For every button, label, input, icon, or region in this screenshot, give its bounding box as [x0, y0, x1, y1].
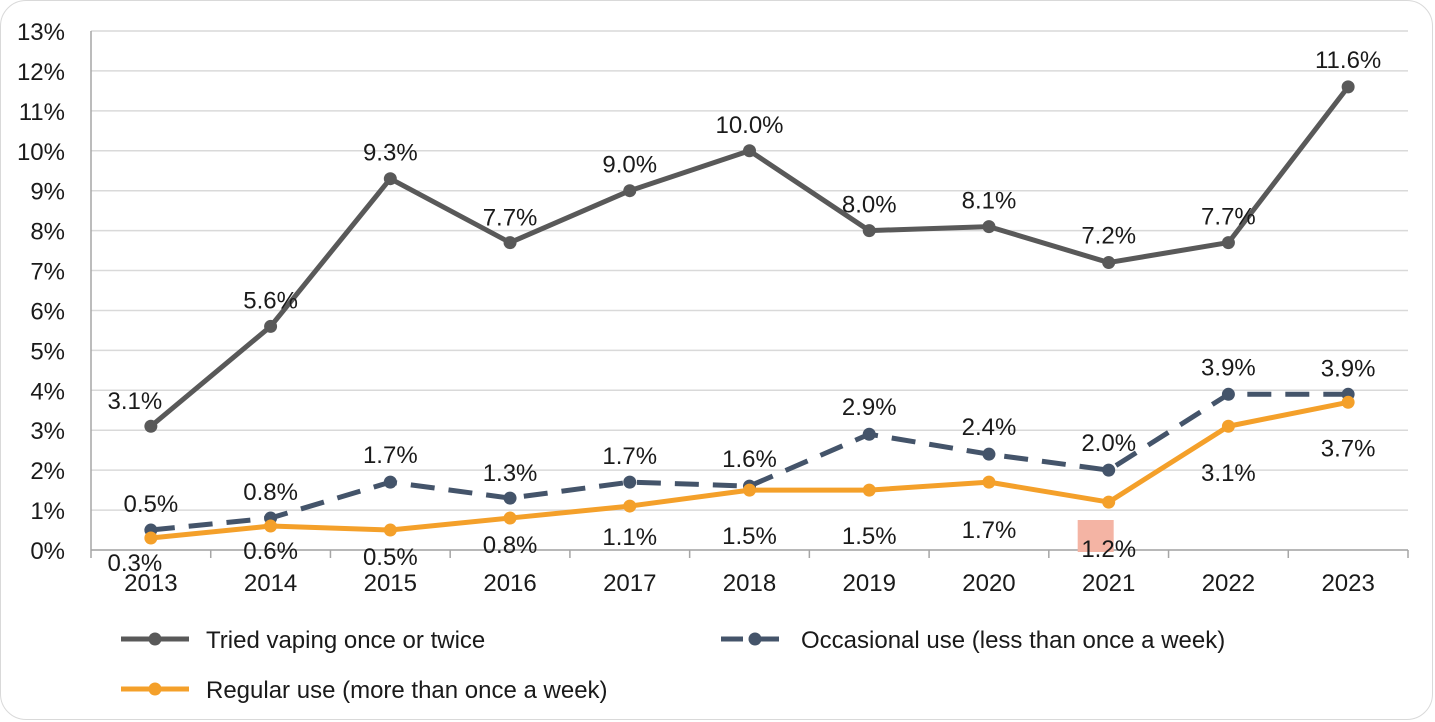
y-tick-label: 3% — [30, 418, 65, 445]
x-tick-label: 2021 — [1082, 570, 1135, 597]
x-tick-label: 2013 — [124, 570, 177, 597]
data-point-2 — [1221, 387, 1235, 401]
data-label-1: 7.7% — [1201, 204, 1256, 231]
data-label-2: 3.9% — [1201, 354, 1256, 381]
data-point-3 — [862, 483, 876, 497]
data-label-1: 9.0% — [602, 152, 657, 179]
data-label-3: 1.5% — [842, 523, 897, 550]
data-point-1 — [623, 184, 637, 198]
data-point-3 — [503, 511, 517, 525]
y-tick-label: 4% — [30, 378, 65, 405]
x-tick-label: 2023 — [1321, 570, 1374, 597]
data-point-2 — [1102, 463, 1116, 477]
data-label-2: 1.3% — [483, 460, 538, 487]
data-point-1 — [383, 172, 397, 186]
x-tick-label: 2020 — [962, 570, 1015, 597]
y-tick-label: 7% — [30, 259, 65, 286]
legend-swatch-marker — [148, 632, 162, 646]
data-point-3 — [144, 531, 158, 545]
y-tick-label: 2% — [30, 458, 65, 485]
data-label-2: 0.5% — [124, 491, 179, 518]
data-label-1: 8.1% — [962, 188, 1017, 215]
data-label-2: 2.9% — [842, 394, 897, 421]
data-label-3: 1.1% — [602, 524, 657, 551]
legend-swatch-marker — [148, 682, 162, 696]
data-point-1 — [743, 144, 756, 158]
data-point-3 — [383, 523, 397, 537]
data-label-2: 0.8% — [243, 479, 298, 506]
data-label-2: 1.7% — [363, 442, 418, 469]
y-tick-label: 6% — [30, 298, 65, 325]
x-tick-label: 2017 — [603, 570, 656, 597]
data-point-3 — [1341, 395, 1355, 409]
data-label-1: 5.6% — [243, 287, 298, 314]
data-label-3: 0.6% — [243, 538, 298, 565]
y-tick-label: 5% — [30, 338, 65, 365]
data-point-1 — [1341, 80, 1355, 94]
data-label-3: 0.3% — [108, 550, 163, 577]
data-label-1: 7.2% — [1081, 223, 1136, 250]
x-tick-label: 2019 — [843, 570, 896, 597]
data-label-2: 3.9% — [1321, 355, 1376, 382]
data-label-3: 0.8% — [483, 532, 538, 559]
data-label-3: 1.5% — [722, 523, 777, 550]
y-tick-label: 0% — [30, 538, 65, 565]
legend-swatch-marker — [748, 632, 762, 646]
y-tick-label: 9% — [30, 179, 65, 206]
data-point-3 — [1221, 419, 1235, 433]
data-label-1: 11.6% — [1315, 47, 1381, 74]
data-label-1: 8.0% — [842, 192, 897, 219]
y-tick-label: 8% — [30, 219, 65, 246]
label-highlight — [1077, 520, 1114, 552]
data-point-3 — [623, 499, 637, 513]
x-tick-label: 2018 — [723, 570, 776, 597]
x-tick-label: 2015 — [364, 570, 417, 597]
data-point-1 — [1102, 256, 1116, 270]
data-point-3 — [1102, 495, 1116, 509]
x-tick-label: 2014 — [244, 570, 297, 597]
data-point-3 — [264, 519, 278, 533]
data-label-3: 3.7% — [1321, 435, 1376, 462]
legend-label: Regular use (more than once a week) — [206, 677, 608, 704]
data-label-2: 1.7% — [602, 443, 657, 470]
y-tick-label: 10% — [17, 139, 65, 166]
data-label-3: 1.2% — [1081, 536, 1136, 563]
data-point-1 — [982, 220, 996, 234]
data-point-2 — [862, 427, 876, 441]
data-label-2: 2.0% — [1081, 430, 1136, 457]
data-point-2 — [383, 475, 397, 489]
data-point-3 — [743, 483, 756, 497]
data-point-2 — [982, 447, 996, 461]
data-label-3: 1.7% — [962, 517, 1017, 544]
data-label-3: 3.1% — [1201, 460, 1256, 487]
data-label-2: 1.6% — [722, 446, 777, 473]
data-point-1 — [1221, 236, 1235, 250]
data-label-2: 2.4% — [962, 414, 1017, 441]
data-point-1 — [503, 236, 517, 250]
x-tick-label: 2022 — [1202, 570, 1255, 597]
y-tick-label: 11% — [19, 99, 65, 126]
data-label-3: 0.5% — [363, 544, 418, 571]
data-point-3 — [982, 475, 996, 489]
data-label-1: 7.7% — [483, 205, 538, 232]
y-tick-label: 13% — [17, 19, 65, 46]
y-tick-label: 12% — [17, 59, 65, 86]
legend-label: Tried vaping once or twice — [206, 627, 485, 654]
data-point-1 — [264, 319, 278, 333]
x-tick-label: 2016 — [483, 570, 536, 597]
data-point-2 — [623, 475, 637, 489]
data-label-1: 9.3% — [363, 140, 418, 167]
data-label-1: 10.0% — [715, 112, 783, 139]
series-line-2 — [150, 391, 1349, 533]
legend-label: Occasional use (less than once a week) — [801, 627, 1225, 654]
data-point-2 — [503, 491, 517, 505]
data-label-1: 3.1% — [108, 388, 163, 415]
data-point-1 — [862, 224, 876, 238]
y-tick-label: 1% — [30, 498, 65, 525]
data-point-1 — [144, 419, 158, 433]
